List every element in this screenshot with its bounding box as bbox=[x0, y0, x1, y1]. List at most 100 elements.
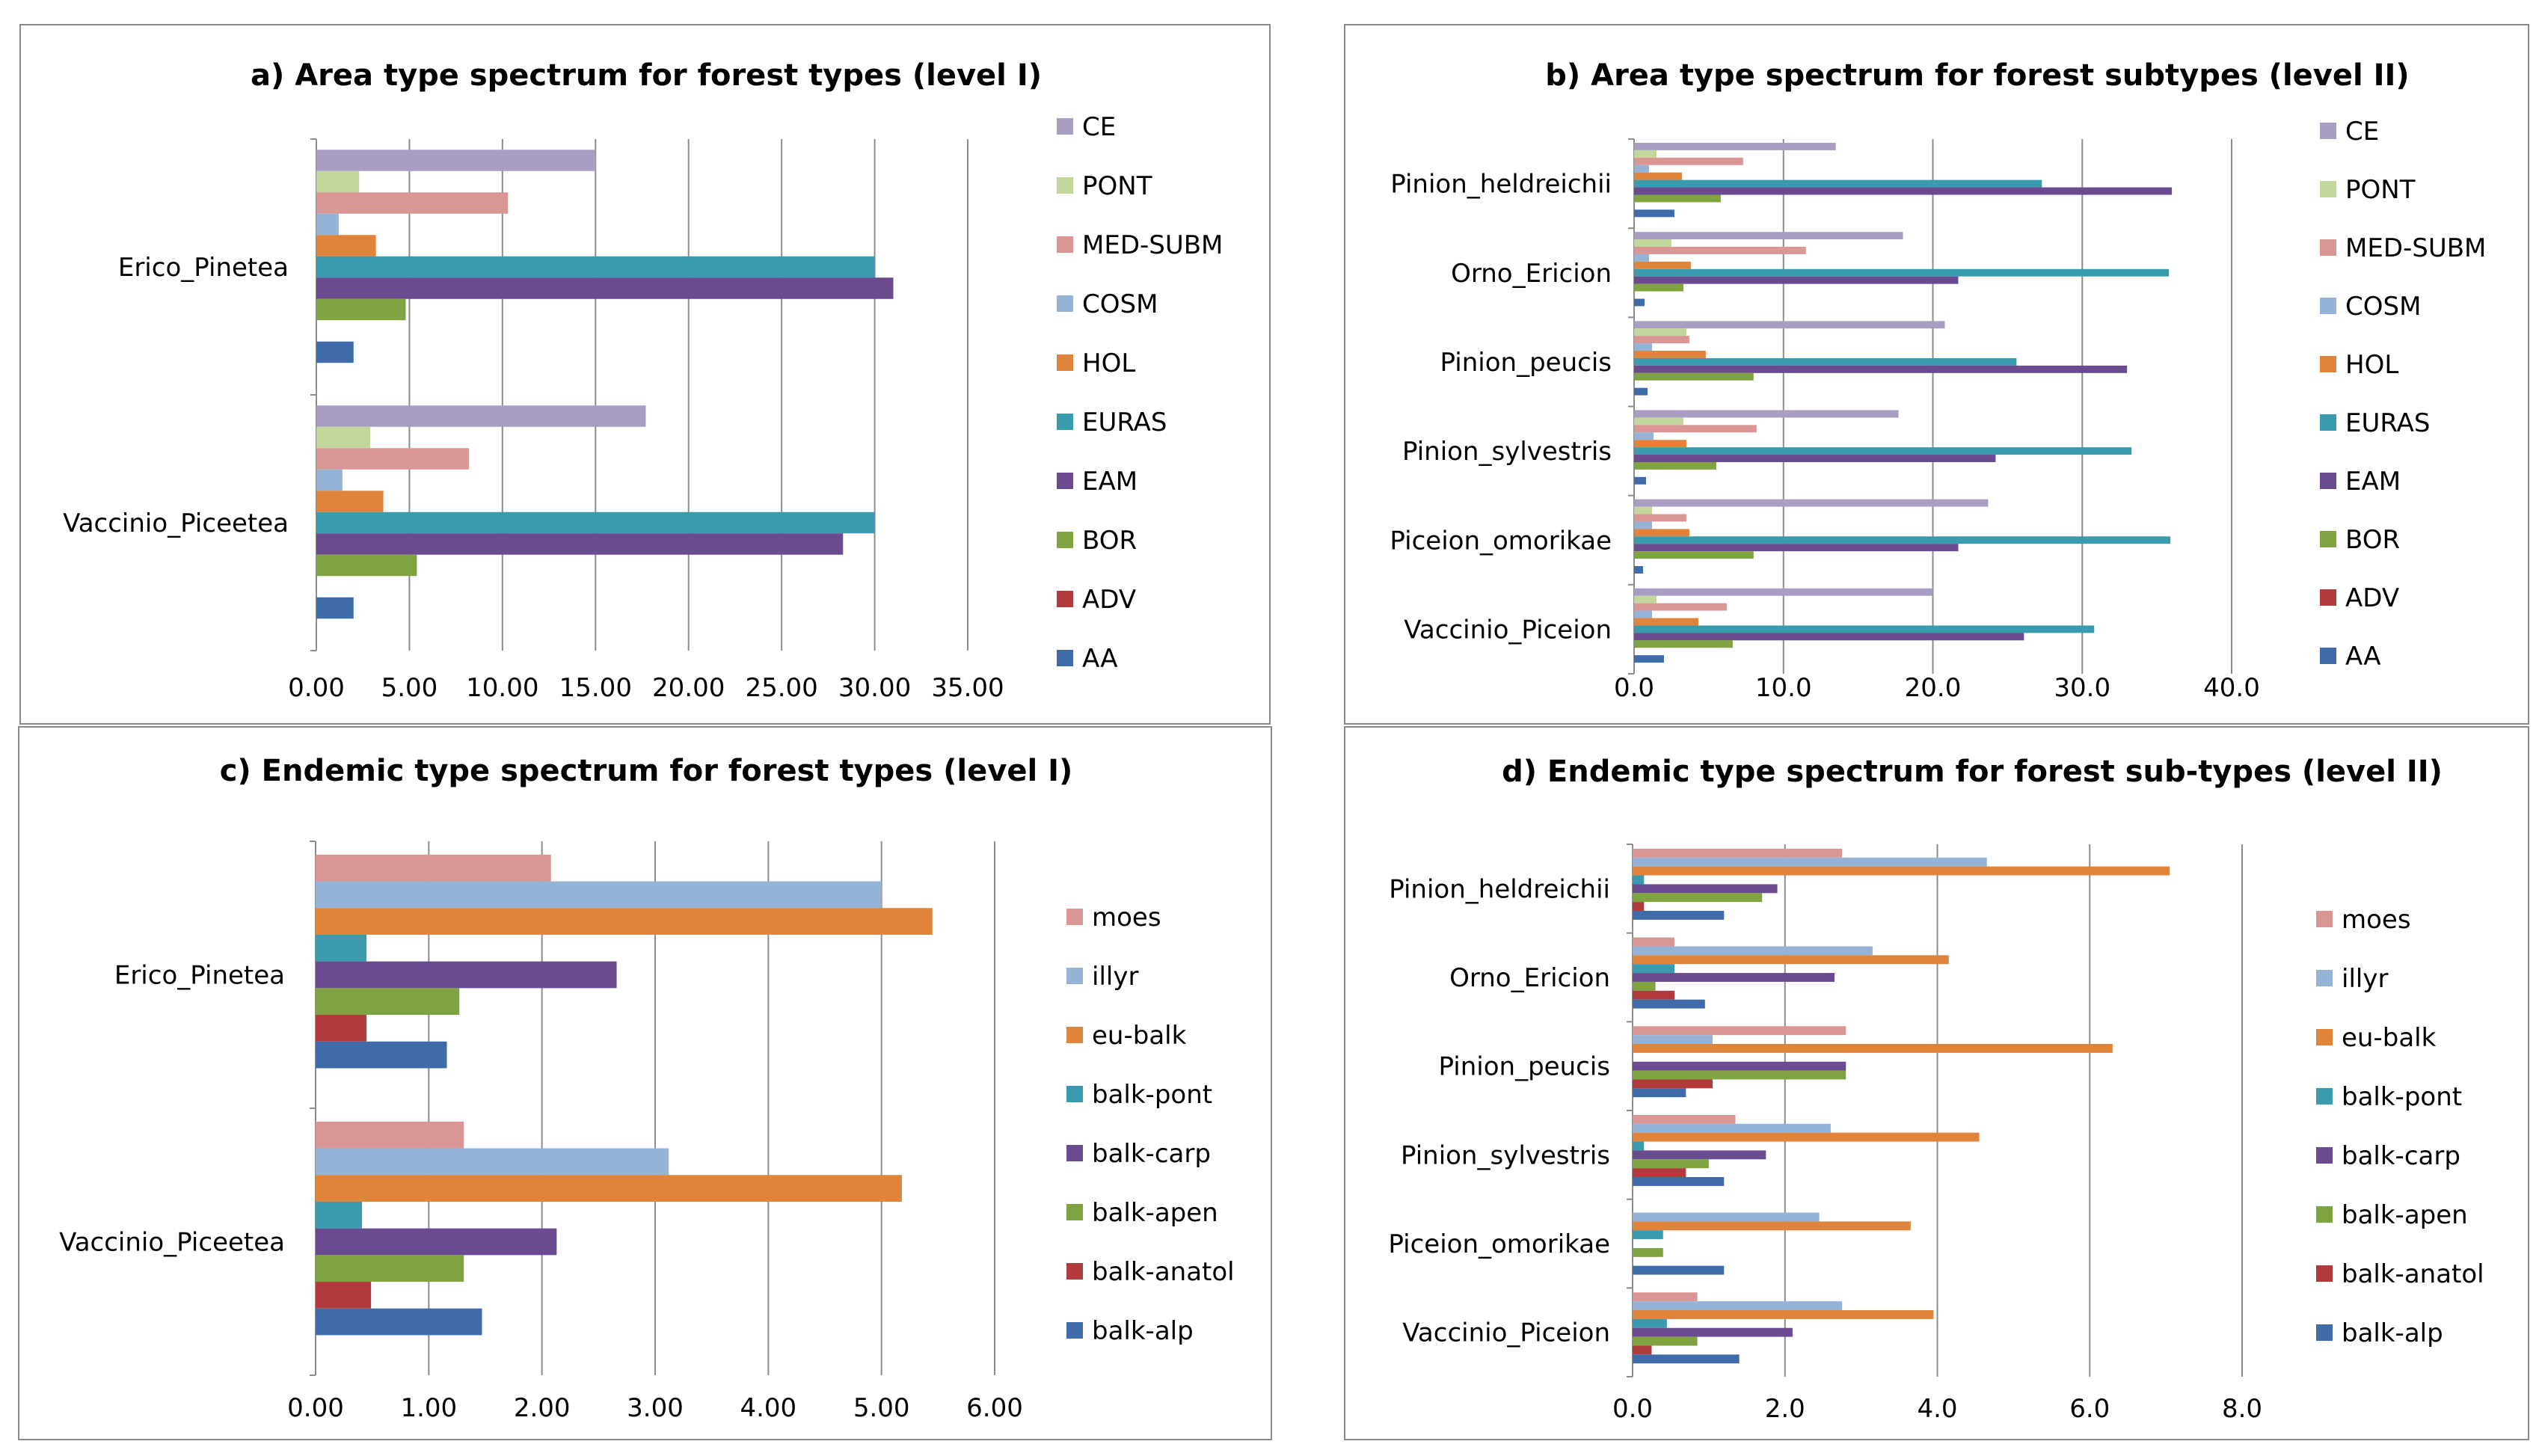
legend-swatch bbox=[2316, 1324, 2333, 1341]
legend-item-EAM: EAM bbox=[2320, 467, 2401, 497]
bar-balk-apen-Vaccinio_Piceetea bbox=[316, 1255, 464, 1283]
bar-CE-Orno_Ericion bbox=[1634, 232, 1903, 240]
bar-eu-balk-Vaccinio_Piceetea bbox=[316, 1175, 902, 1202]
legend-label: moes bbox=[2342, 905, 2411, 935]
legend-swatch bbox=[2320, 181, 2336, 197]
bar-balk-apen-Pinion_heldreichii bbox=[1633, 893, 1763, 903]
legend-swatch bbox=[2316, 1088, 2333, 1105]
legend-item-PONT: PONT bbox=[2320, 175, 2416, 205]
bar-eu-balk-Orno_Ericion bbox=[1633, 955, 1949, 965]
bar-illyr-Vaccinio_Piceion bbox=[1633, 1301, 1843, 1310]
chart-d-svg: d) Endemic type spectrum for forest sub-… bbox=[1388, 755, 2484, 1424]
bar-COSM-Orno_Ericion bbox=[1634, 254, 1649, 262]
bar-eu-balk-Piceion_omorikae bbox=[1633, 1221, 1911, 1231]
legend-label: balk-carp bbox=[1092, 1139, 1211, 1169]
legend-label: EAM bbox=[2345, 467, 2401, 497]
x-tick-label: 8.0 bbox=[2222, 1394, 2262, 1424]
legend-label: EAM bbox=[1082, 467, 1138, 497]
bar-EAM-Orno_Ericion bbox=[1634, 276, 1959, 284]
bar-AA-Erico_Pinetea bbox=[316, 341, 354, 363]
bar-MED-SUBM-Vaccinio_Piceetea bbox=[316, 448, 470, 470]
legend-item-balk-pont: balk-pont bbox=[1066, 1080, 1212, 1110]
x-tick-label: 10.0 bbox=[1755, 673, 1812, 703]
bar-EAM-Vaccinio_Piceetea bbox=[316, 533, 844, 555]
legend-swatch bbox=[2320, 298, 2336, 314]
legend-item-MED-SUBM: MED-SUBM bbox=[2320, 233, 2486, 263]
bar-eu-balk-Vaccinio_Piceion bbox=[1633, 1310, 1934, 1319]
bar-eu-balk-Pinion_heldreichii bbox=[1633, 866, 2170, 876]
bar-HOL-Vaccinio_Piceetea bbox=[316, 491, 384, 512]
chart-c-svg: c) Endemic type spectrum for forest type… bbox=[59, 754, 1235, 1423]
bar-HOL-Orno_Ericion bbox=[1634, 261, 1691, 269]
x-tick-label: 5.00 bbox=[381, 673, 438, 703]
legend-item-EURAS: EURAS bbox=[2320, 408, 2430, 438]
category-label: Erico_Pinetea bbox=[118, 253, 289, 283]
legend-swatch bbox=[1057, 236, 1073, 253]
x-tick-label: 10.00 bbox=[466, 673, 538, 703]
chart-panel-a: a) Area type spectrum for forest types (… bbox=[19, 24, 1271, 725]
legend-label: AA bbox=[1082, 644, 1117, 674]
chart-panel-d: d) Endemic type spectrum for forest sub-… bbox=[1344, 726, 2529, 1440]
legend-swatch bbox=[1057, 354, 1073, 371]
legend-item-AA: AA bbox=[1057, 644, 1117, 674]
legend-label: ADV bbox=[2345, 583, 2399, 613]
bar-MED-SUBM-Orno_Ericion bbox=[1634, 246, 1806, 254]
category-label: Pinion_heldreichii bbox=[1390, 170, 1612, 200]
bar-illyr-Pinion_sylvestris bbox=[1633, 1123, 1831, 1133]
x-tick-label: 2.00 bbox=[514, 1393, 571, 1423]
bar-illyr-Vaccinio_Piceetea bbox=[316, 1148, 669, 1176]
legend-item-balk-apen: balk-apen bbox=[1066, 1198, 1218, 1228]
bar-AA-Orno_Ericion bbox=[1634, 298, 1645, 307]
bar-balk-apen-Vaccinio_Piceion bbox=[1633, 1336, 1698, 1346]
legend-swatch bbox=[2320, 414, 2336, 431]
bar-balk-alp-Piceion_omorikae bbox=[1633, 1265, 1725, 1275]
legend-label: BOR bbox=[1082, 526, 1137, 556]
x-tick-label: 3.00 bbox=[627, 1393, 684, 1423]
legend-item-balk-alp: balk-alp bbox=[2316, 1318, 2443, 1348]
bar-EURAS-Vaccinio_Piceetea bbox=[316, 512, 875, 534]
legend-item-CE: CE bbox=[2320, 117, 2379, 147]
bar-moes-Orno_Ericion bbox=[1633, 937, 1675, 947]
legend-label: moes bbox=[1092, 903, 1161, 933]
legend-label: HOL bbox=[2345, 350, 2398, 380]
legend-item-EURAS: EURAS bbox=[1057, 408, 1167, 437]
bar-balk-pont-Vaccinio_Piceion bbox=[1633, 1318, 1667, 1328]
legend-swatch bbox=[1066, 968, 1083, 984]
legend-label: balk-alp bbox=[2342, 1318, 2443, 1348]
bar-illyr-Pinion_heldreichii bbox=[1633, 857, 1987, 867]
bar-MED-SUBM-Pinion_sylvestris bbox=[1634, 425, 1757, 433]
x-tick-label: 30.00 bbox=[838, 673, 911, 703]
legend-item-AA: AA bbox=[2320, 642, 2380, 672]
bar-AA-Pinion_heldreichii bbox=[1634, 209, 1674, 218]
legend-label: balk-carp bbox=[2342, 1141, 2460, 1171]
bar-balk-anatol-Erico_Pinetea bbox=[316, 1015, 367, 1042]
bar-MED-SUBM-Piceion_omorikae bbox=[1634, 514, 1686, 522]
bar-BOR-Pinion_heldreichii bbox=[1634, 194, 1721, 203]
bar-PONT-Pinion_heldreichii bbox=[1634, 150, 1657, 158]
legend-item-eu-balk: eu-balk bbox=[1066, 1021, 1187, 1051]
category-label: Orno_Ericion bbox=[1449, 963, 1610, 993]
category-label: Pinion_sylvestris bbox=[1401, 1140, 1610, 1170]
bar-balk-carp-Pinion_sylvestris bbox=[1633, 1150, 1766, 1160]
bar-HOL-Pinion_peucis bbox=[1634, 351, 1706, 358]
bar-MED-SUBM-Pinion_heldreichii bbox=[1634, 157, 1743, 165]
x-tick-label: 4.0 bbox=[1917, 1394, 1957, 1424]
legend-swatch bbox=[2316, 1029, 2333, 1045]
category-label: Pinion_peucis bbox=[1439, 1052, 1610, 1082]
bar-eu-balk-Erico_Pinetea bbox=[316, 908, 933, 935]
bar-BOR-Erico_Pinetea bbox=[316, 298, 406, 321]
legend-item-balk-apen: balk-apen bbox=[2316, 1200, 2468, 1230]
bar-illyr-Pinion_peucis bbox=[1633, 1035, 1713, 1044]
bar-HOL-Erico_Pinetea bbox=[316, 235, 376, 257]
legend-item-balk-carp: balk-carp bbox=[2316, 1141, 2460, 1171]
legend-label: MED-SUBM bbox=[1082, 230, 1223, 260]
bar-EAM-Pinion_heldreichii bbox=[1634, 187, 2173, 195]
legend-item-moes: moes bbox=[2316, 905, 2411, 935]
bar-EURAS-Pinion_peucis bbox=[1634, 357, 2017, 366]
category-label: Piceion_omorikae bbox=[1388, 1229, 1610, 1259]
category-label: Vaccinio_Piceetea bbox=[63, 509, 289, 538]
x-tick-label: 20.0 bbox=[1905, 673, 1962, 703]
x-tick-label: 4.00 bbox=[740, 1393, 796, 1423]
x-tick-label: 0.0 bbox=[1614, 673, 1654, 703]
legend-swatch bbox=[1057, 295, 1073, 312]
